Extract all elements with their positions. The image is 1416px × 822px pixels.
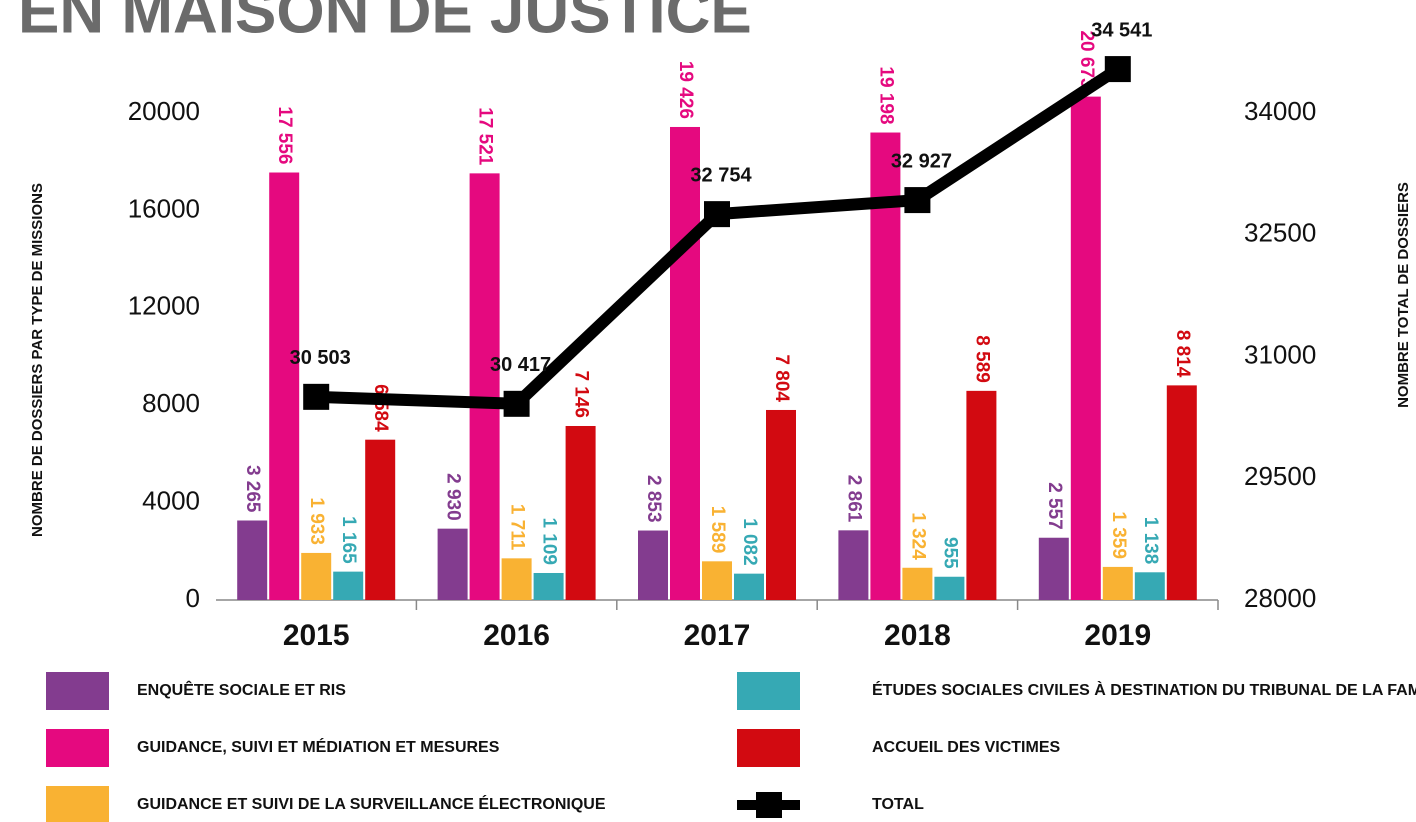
bar-value-label: 1 165 — [338, 516, 359, 564]
bar-value-label: 1 711 — [507, 504, 528, 551]
bar-value-label: 1 082 — [739, 518, 760, 566]
y-tick-label: 4000 — [142, 485, 200, 515]
legend-swatch — [46, 672, 109, 710]
legend-label: GUIDANCE ET SUIVI DE LA SURVEILLANCE ÉLE… — [137, 794, 606, 813]
total-line — [315, 64, 1122, 410]
bar — [870, 132, 901, 601]
y-axis-label: NOMBRE DE DOSSIERS PAR TYPE DE MISSIONS — [29, 183, 46, 537]
bar — [966, 390, 997, 600]
y2-tick-label: 34000 — [1244, 96, 1316, 126]
bar-value-label: 1 109 — [539, 517, 560, 565]
legend-swatch — [737, 672, 800, 710]
bar-value-label: 2 853 — [643, 475, 664, 523]
bar — [702, 561, 732, 600]
bar — [333, 571, 364, 600]
bar — [638, 530, 668, 600]
chart-title: EN MAISON DE JUSTICE — [18, 0, 752, 46]
bar-value-label: 2 930 — [443, 473, 464, 521]
bar-value-label: 1 933 — [306, 497, 327, 545]
x-tick-label: 2017 — [684, 619, 751, 652]
legend-swatch — [46, 729, 109, 767]
bar — [501, 558, 532, 600]
bar-value-label: 20 673 — [1076, 30, 1097, 88]
bar-value-label: 8 814 — [1172, 330, 1193, 378]
bar-value-label: 2 861 — [843, 475, 864, 523]
legend-label: GUIDANCE, SUIVI ET MÉDIATION ET MESURES — [137, 737, 500, 756]
y2-tick-label: 31000 — [1244, 339, 1316, 369]
legend-label: ENQUÊTE SOCIALE ET RIS — [137, 680, 346, 699]
bar-value-label: 7 804 — [771, 354, 792, 402]
bar — [670, 126, 700, 600]
bar-value-label: 955 — [939, 537, 960, 569]
bar-value-label: 1 324 — [907, 512, 928, 560]
bar — [838, 530, 869, 600]
legend-swatch — [46, 786, 109, 822]
bar — [1102, 566, 1133, 600]
y2-axis-label: NOMBRE TOTAL DE DOSSIERS — [1395, 182, 1412, 408]
bar-value-label: 6 584 — [370, 384, 391, 432]
legend-swatch — [737, 729, 800, 767]
bar — [934, 576, 965, 600]
bar — [734, 573, 764, 600]
x-tick-label: 2019 — [1084, 619, 1151, 652]
bar — [365, 439, 396, 600]
total-label: 34 541 — [1091, 19, 1152, 41]
bar — [301, 552, 332, 600]
x-tick-label: 2016 — [483, 619, 550, 652]
bar-value-label: 8 589 — [971, 335, 992, 383]
y-tick-label: 16000 — [128, 193, 200, 223]
total-label: 32 754 — [690, 164, 752, 186]
bar — [237, 520, 268, 600]
legend-label: ACCUEIL DES VICTIMES — [872, 739, 1061, 756]
legend-label: TOTAL — [872, 796, 924, 813]
x-tick-label: 2018 — [884, 619, 951, 652]
y2-tick-label: 29500 — [1244, 461, 1316, 491]
bar-value-label: 7 146 — [571, 370, 592, 418]
y-tick-label: 8000 — [142, 388, 200, 418]
bar-value-label: 2 557 — [1044, 482, 1065, 530]
bar-value-label: 19 198 — [875, 66, 896, 124]
x-tick-label: 2015 — [283, 619, 350, 652]
total-marker — [1104, 56, 1131, 83]
bar — [902, 567, 933, 600]
bar — [766, 409, 796, 600]
total-marker — [503, 390, 530, 417]
bar-value-label: 1 359 — [1108, 511, 1129, 559]
bar-value-label: 1 138 — [1140, 517, 1161, 565]
bar — [1038, 537, 1069, 600]
total-marker — [303, 383, 330, 410]
y2-tick-label: 28000 — [1244, 583, 1316, 613]
y-tick-label: 20000 — [128, 96, 200, 126]
total-marker — [704, 201, 730, 228]
bar — [469, 173, 500, 600]
total-marker — [904, 187, 931, 214]
bar-value-label: 17 521 — [475, 107, 496, 166]
bar — [1070, 96, 1101, 600]
y2-tick-label: 32500 — [1244, 218, 1316, 248]
bar — [269, 172, 300, 600]
total-label: 30 503 — [290, 347, 351, 369]
bar — [1166, 385, 1197, 600]
y-tick-label: 12000 — [128, 291, 200, 321]
legend-swatch — [756, 792, 782, 818]
bar — [533, 572, 564, 600]
legend-label: ÉTUDES SOCIALES CIVILES À DESTINATION DU… — [872, 680, 1416, 699]
total-label: 30 417 — [490, 354, 551, 376]
total-label: 32 927 — [891, 150, 952, 172]
bar-value-label: 19 426 — [675, 61, 696, 119]
bar — [565, 425, 596, 600]
bar-value-label: 1 589 — [707, 506, 728, 554]
bar-value-label: 3 265 — [242, 465, 263, 513]
bar — [437, 528, 468, 600]
y-tick-label: 0 — [186, 583, 200, 613]
bar — [1134, 572, 1165, 600]
bar-value-label: 17 556 — [274, 106, 295, 164]
